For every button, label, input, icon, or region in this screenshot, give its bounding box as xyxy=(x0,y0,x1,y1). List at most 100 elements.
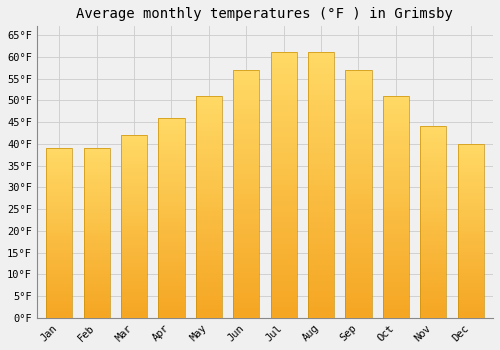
Bar xyxy=(46,284,72,287)
Bar xyxy=(270,222,296,228)
Bar xyxy=(420,276,446,280)
Bar xyxy=(233,248,260,253)
Bar xyxy=(458,228,483,231)
Bar xyxy=(158,118,184,122)
Bar xyxy=(420,310,446,314)
Bar xyxy=(233,75,260,80)
Bar xyxy=(121,226,147,230)
Bar xyxy=(382,256,409,260)
Bar xyxy=(233,164,260,169)
Bar xyxy=(270,244,296,249)
Bar xyxy=(346,303,372,308)
Bar xyxy=(158,298,184,302)
Bar xyxy=(458,307,483,311)
Bar xyxy=(158,118,184,318)
Bar xyxy=(46,202,72,206)
Bar xyxy=(270,116,296,121)
Bar xyxy=(46,216,72,219)
Bar xyxy=(121,157,147,161)
Bar xyxy=(458,252,483,255)
Bar xyxy=(270,95,296,100)
Bar xyxy=(121,183,147,186)
Bar xyxy=(233,169,260,174)
Bar xyxy=(233,244,260,248)
Bar xyxy=(121,310,147,314)
Bar xyxy=(382,118,409,122)
Bar xyxy=(233,283,260,288)
Bar xyxy=(121,263,147,267)
Bar xyxy=(346,114,372,119)
Bar xyxy=(382,314,409,318)
Bar xyxy=(458,199,483,203)
Bar xyxy=(382,304,409,309)
Bar xyxy=(346,278,372,283)
Bar xyxy=(46,162,72,165)
Bar xyxy=(458,220,483,224)
Bar xyxy=(121,153,147,157)
Bar xyxy=(158,166,184,170)
Bar xyxy=(46,243,72,247)
Bar xyxy=(196,287,222,291)
Bar xyxy=(308,137,334,143)
Bar xyxy=(46,287,72,291)
Bar xyxy=(196,145,222,149)
Bar xyxy=(84,284,110,287)
Bar xyxy=(233,70,260,75)
Bar xyxy=(196,154,222,158)
Bar xyxy=(46,294,72,298)
Bar xyxy=(121,172,147,175)
Bar xyxy=(346,169,372,174)
Bar xyxy=(121,292,147,296)
Bar xyxy=(346,159,372,164)
Bar xyxy=(458,154,483,158)
Bar xyxy=(84,233,110,236)
Bar xyxy=(233,144,260,149)
Bar xyxy=(308,180,334,185)
Bar xyxy=(308,286,334,291)
Bar xyxy=(458,238,483,241)
Bar xyxy=(458,196,483,200)
Bar xyxy=(233,154,260,159)
Bar xyxy=(346,293,372,298)
Bar xyxy=(196,304,222,309)
Bar xyxy=(121,230,147,234)
Bar xyxy=(233,105,260,110)
Bar xyxy=(308,313,334,318)
Bar xyxy=(458,294,483,297)
Bar xyxy=(346,99,372,105)
Bar xyxy=(121,281,147,285)
Bar xyxy=(121,256,147,259)
Bar xyxy=(346,298,372,303)
Bar xyxy=(84,250,110,253)
Bar xyxy=(196,309,222,314)
Bar xyxy=(158,198,184,202)
Bar xyxy=(308,185,334,190)
Bar xyxy=(346,149,372,154)
Bar xyxy=(233,94,260,99)
Bar xyxy=(84,216,110,219)
Bar xyxy=(84,182,110,186)
Bar xyxy=(84,257,110,260)
Bar xyxy=(121,208,147,212)
Bar xyxy=(420,222,446,226)
Bar xyxy=(196,158,222,162)
Bar xyxy=(420,172,446,176)
Bar xyxy=(308,169,334,175)
Bar xyxy=(308,164,334,169)
Bar xyxy=(458,203,483,206)
Bar xyxy=(46,233,72,236)
Bar xyxy=(346,94,372,99)
Bar xyxy=(270,233,296,238)
Bar xyxy=(270,238,296,244)
Bar xyxy=(382,198,409,202)
Bar xyxy=(158,234,184,238)
Bar xyxy=(84,291,110,294)
Bar xyxy=(382,269,409,273)
Bar xyxy=(346,164,372,169)
Bar xyxy=(420,207,446,211)
Bar xyxy=(46,168,72,172)
Bar xyxy=(233,204,260,209)
Bar xyxy=(121,135,147,139)
Bar xyxy=(346,85,372,90)
Bar xyxy=(84,155,110,158)
